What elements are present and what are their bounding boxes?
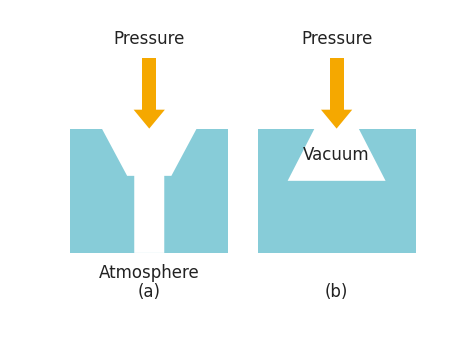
Text: Pressure: Pressure xyxy=(114,29,185,47)
Text: (b): (b) xyxy=(325,283,348,301)
Text: Vacuum: Vacuum xyxy=(303,146,370,164)
Bar xyxy=(258,128,416,253)
Polygon shape xyxy=(102,128,197,253)
Polygon shape xyxy=(321,110,352,128)
Bar xyxy=(329,58,344,110)
Text: Pressure: Pressure xyxy=(301,29,372,47)
Text: (a): (a) xyxy=(138,283,161,301)
Bar xyxy=(142,58,156,110)
Polygon shape xyxy=(288,128,385,181)
Polygon shape xyxy=(134,110,165,128)
Text: Atmosphere: Atmosphere xyxy=(99,264,200,282)
Bar xyxy=(70,128,228,253)
